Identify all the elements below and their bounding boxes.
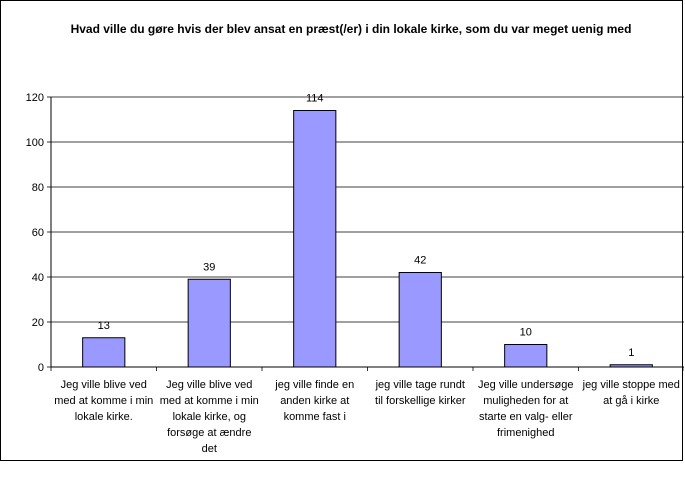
bar <box>609 364 653 368</box>
x-tick-label: jeg ville finde en anden kirke at komme … <box>275 379 355 423</box>
data-label: 10 <box>520 327 532 339</box>
data-label: 1 <box>628 347 634 359</box>
y-tick-label: 40 <box>32 272 44 284</box>
x-tick-label: jeg ville tage rundt til forskellige kir… <box>375 379 466 407</box>
chart-frame: Hvad ville du gøre hvis der blev ansat e… <box>0 0 684 461</box>
x-tick-label: Jeg ville blive ved med at komme i min l… <box>54 379 154 423</box>
chart-title: Hvad ville du gøre hvis der blev ansat e… <box>70 22 632 36</box>
y-tick-label: 60 <box>32 227 44 239</box>
x-tick-label: Jeg ville blive ved med at komme i min l… <box>159 379 259 455</box>
bar <box>293 110 337 368</box>
y-tick-label: 100 <box>26 137 44 149</box>
bar <box>82 337 126 368</box>
bar <box>187 278 231 368</box>
y-tick-label: 120 <box>26 92 44 104</box>
bar <box>398 272 442 368</box>
x-tick-label: Jeg ville undersøge muligheden for at st… <box>478 379 574 439</box>
data-label: 39 <box>203 261 215 273</box>
y-tick-label: 0 <box>38 362 44 374</box>
bar-chart: 0 20 40 60 80 100 120 13 39 114 42 10 1 <box>26 92 684 374</box>
y-tick-label: 20 <box>32 317 44 329</box>
data-label: 42 <box>414 255 426 267</box>
x-tick-label: jeg ville stoppe med at gå i kirke <box>582 379 680 407</box>
data-label: 114 <box>306 93 324 105</box>
bar <box>504 344 548 368</box>
data-label: 13 <box>98 320 110 332</box>
y-tick-label: 80 <box>32 182 44 194</box>
